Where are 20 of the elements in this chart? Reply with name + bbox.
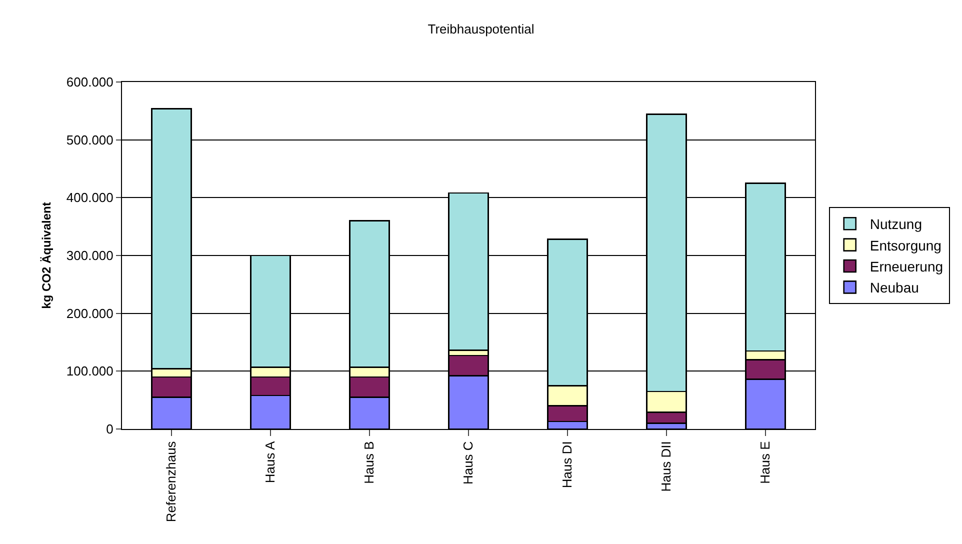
x-tick-label: Haus B — [362, 441, 377, 484]
legend-label: Neubau — [870, 280, 919, 296]
x-tick-label: Haus A — [262, 440, 278, 484]
y-tick-label: 100.000 — [66, 364, 114, 379]
x-tick-label: Referenzhaus — [164, 440, 179, 522]
y-tick-label: 0 — [106, 422, 114, 437]
y-axis-title: kg CO2 Äquivalent — [40, 202, 54, 309]
x-tick-label: Haus DI — [560, 441, 575, 488]
x-tick-label: Haus DII — [658, 441, 674, 492]
legend-label: Erneuerung — [870, 258, 944, 274]
x-tick-label: Haus C — [460, 441, 476, 485]
y-tick-label: 500.000 — [66, 132, 114, 148]
legend-label: Entsorgung — [870, 237, 942, 254]
chart-title: Treibhauspotential — [428, 22, 534, 37]
y-tick-label: 400.000 — [66, 190, 114, 206]
y-tick-label: 600.000 — [66, 74, 114, 90]
y-tick-label: 200.000 — [66, 306, 114, 321]
y-tick-label: 300.000 — [66, 248, 114, 264]
x-tick-label: Haus E — [758, 440, 773, 484]
legend-label: Nutzung — [870, 216, 922, 232]
